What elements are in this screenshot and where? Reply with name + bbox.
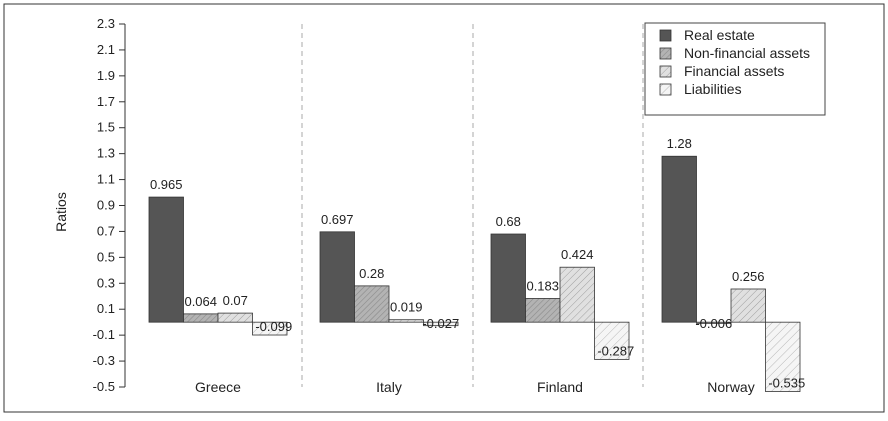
bar-real-estate-greece — [148, 196, 184, 323]
data-label: 0.256 — [732, 269, 765, 284]
y-tick-label: 1.7 — [97, 94, 115, 109]
category-separators — [301, 24, 644, 387]
bar-financial-assets-finland — [559, 266, 595, 323]
legend-entry: Non-financial assets — [684, 45, 810, 61]
legend-entry: Real estate — [684, 27, 755, 43]
bar-non-financial-assets-greece — [183, 313, 219, 323]
bar-liabilities-italy — [423, 321, 459, 327]
bar-financial-assets-greece — [217, 312, 253, 323]
bars — [148, 155, 801, 392]
bar-financial-assets-italy — [388, 319, 424, 323]
data-label: 0.697 — [321, 212, 354, 227]
y-tick-label: 1.1 — [97, 172, 115, 187]
bar-real-estate-italy — [319, 231, 355, 323]
data-label: 0.965 — [150, 177, 183, 192]
data-label: -0.006 — [695, 316, 732, 331]
y-tick-label: 1.9 — [97, 68, 115, 83]
data-label: -0.287 — [597, 343, 634, 358]
category-label: Italy — [376, 379, 402, 395]
legend-entry: Liabilities — [684, 81, 742, 97]
bar-real-estate-finland — [490, 233, 526, 323]
bar-real-estate-norway — [661, 155, 697, 323]
legend: Real estate Non-financial assets Financial… — [644, 22, 826, 116]
data-label: -0.027 — [422, 316, 459, 331]
y-tick-label: -0.1 — [93, 327, 115, 342]
bar-financial-assets-norway — [730, 288, 766, 323]
legend-swatch — [659, 83, 672, 96]
y-tick-label: -0.5 — [93, 379, 115, 394]
data-label: 1.28 — [667, 136, 692, 151]
data-label: -0.099 — [255, 319, 292, 334]
plot-border — [3, 3, 885, 413]
y-tick-label: 0.5 — [97, 249, 115, 264]
y-tick-label: -0.3 — [93, 353, 115, 368]
bar-non-financial-assets-finland — [525, 298, 561, 323]
legend-swatch — [659, 29, 672, 42]
data-labels: 0.965 0.064 0.07 -0.099 0.697 0.28 0.019-0.027… — [150, 136, 805, 390]
y-tick-label: 0.1 — [97, 301, 115, 316]
bar-non-financial-assets-norway — [696, 321, 732, 324]
y-tick-label: 1.5 — [97, 120, 115, 135]
y-tick-label: 2.1 — [97, 42, 115, 57]
bar-non-financial-assets-italy — [354, 285, 390, 323]
category-label: Norway — [707, 379, 754, 395]
category-labels: Greece Italy Finland Norway — [195, 379, 755, 395]
y-tick-label: 0.3 — [97, 275, 115, 290]
y-tick-label: 0.7 — [97, 223, 115, 238]
bar-liabilities-norway — [765, 321, 801, 392]
legend-swatch — [659, 47, 672, 60]
category-label: Greece — [195, 379, 241, 395]
data-label: 0.28 — [359, 266, 384, 281]
category-label: Finland — [537, 379, 583, 395]
y-tick-label: 0.9 — [97, 198, 115, 213]
bar-liabilities-greece — [252, 321, 288, 336]
data-label: 0.064 — [184, 294, 217, 309]
legend-entry: Financial assets — [684, 63, 784, 79]
data-label: 0.019 — [390, 300, 423, 315]
y-tick-label: 1.3 — [97, 146, 115, 161]
data-label: 0.68 — [496, 214, 521, 229]
bar-liabilities-finland — [594, 321, 630, 360]
y-axis: 2.3 2.1 1.9 1.7 1.5 1.3 1.1 0.9 0.7 0.5 0.3 0.1 -0.1… — [93, 16, 126, 394]
y-tick-label: 2.3 — [97, 16, 115, 31]
data-label: 0.424 — [561, 247, 594, 262]
data-label: -0.535 — [768, 376, 805, 391]
data-label: 0.07 — [223, 293, 248, 308]
data-label: 0.183 — [526, 278, 559, 293]
y-axis-title: Ratios — [53, 192, 69, 232]
legend-swatch — [659, 65, 672, 78]
legend-box — [644, 22, 826, 116]
